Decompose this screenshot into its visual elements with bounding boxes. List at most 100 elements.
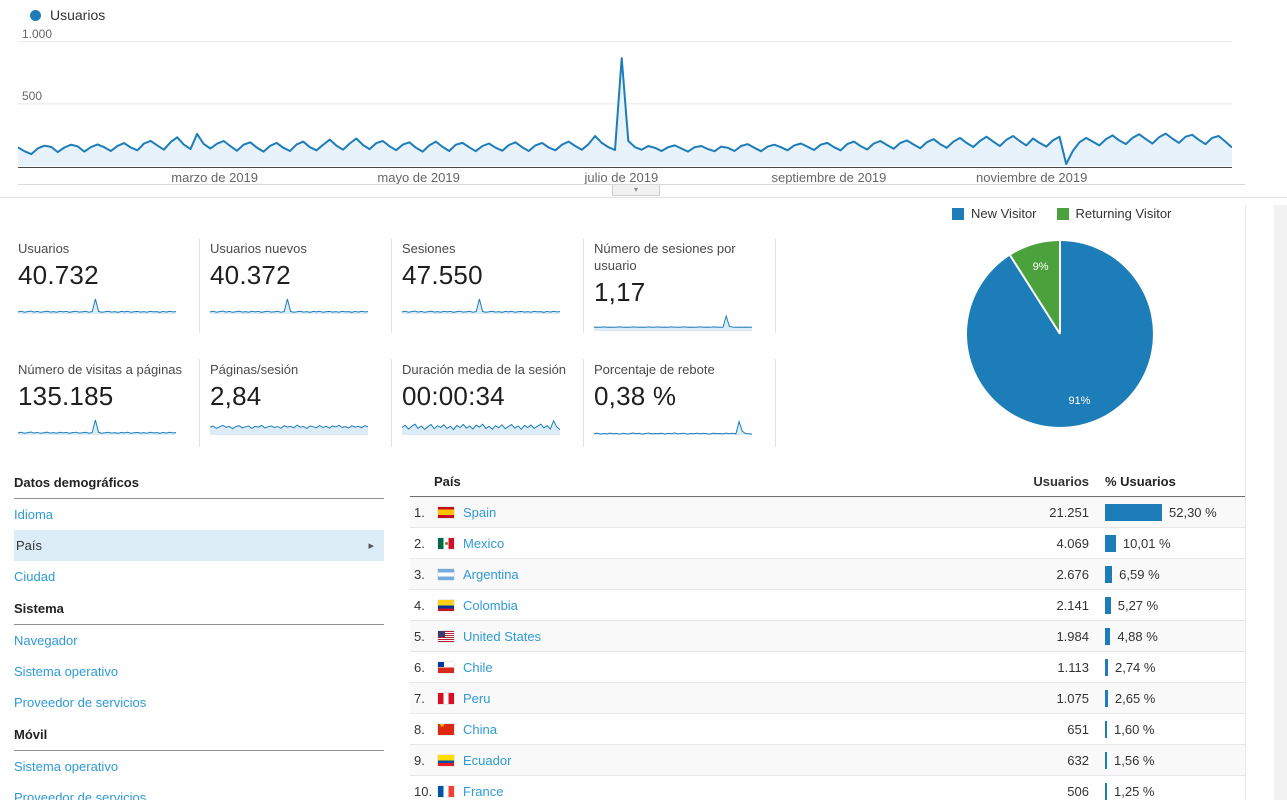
- country-link[interactable]: Colombia: [463, 597, 518, 613]
- sidebar-item-sistema-operativo[interactable]: Sistema operativo: [14, 751, 384, 782]
- country-link[interactable]: Peru: [463, 690, 491, 706]
- table-row: 6. Chile 1.113 2,74 %: [410, 652, 1245, 683]
- chart-collapse-handle[interactable]: ▾: [612, 185, 660, 196]
- table-row: 9. Ecuador 632 1,56 %: [410, 745, 1245, 776]
- cell-country: 10. France: [410, 784, 979, 799]
- section-divider: [0, 197, 1287, 198]
- metric-value: 40.372: [210, 260, 291, 290]
- legend-swatch-icon: [1056, 207, 1069, 220]
- sidebar-item-proveedor-de-servicios[interactable]: Proveedor de servicios: [14, 687, 384, 718]
- sidebar-item-navegador[interactable]: Navegador: [14, 625, 384, 656]
- sidebar-item-label: Sistema operativo: [14, 664, 119, 679]
- chart-bottom-divider: [18, 184, 1245, 185]
- pct-value: 1,25 %: [1114, 783, 1155, 799]
- pct-value: 1,60 %: [1114, 721, 1155, 737]
- sidebar-item-label: Proveedor de servicios: [14, 790, 147, 800]
- country-link[interactable]: Mexico: [463, 535, 505, 551]
- pct-bar: [1105, 782, 1107, 800]
- metric-label: Páginas/sesión: [210, 362, 299, 377]
- pct-bar: [1105, 658, 1108, 676]
- sidebar-item-sistema-operativo[interactable]: Sistema operativo: [14, 656, 384, 687]
- cell-country: 2. Mexico: [410, 536, 979, 551]
- metric-sparkline: [594, 314, 752, 331]
- metric-card-3: Sesiones 47.550: [392, 238, 584, 333]
- pct-value: 10,01 %: [1122, 535, 1171, 551]
- cell-country: 4. Colombia: [410, 598, 979, 613]
- pct-bar: [1105, 596, 1111, 614]
- country-link[interactable]: France: [463, 783, 504, 799]
- pie-legend-item-1: Returning Visitor: [1056, 206, 1171, 221]
- pie-legend-item-0: New Visitor: [952, 206, 1037, 221]
- slice-divider: [1059, 241, 1061, 334]
- metric-label: Usuarios: [18, 241, 70, 256]
- flag-icon-ecuador: [438, 754, 454, 766]
- metric-label: Sesiones: [402, 241, 456, 256]
- metric-value: 2,84: [210, 381, 262, 411]
- country-link[interactable]: Chile: [463, 659, 493, 675]
- country-table: País Usuarios % Usuarios 1. Spain 21.251 52…: [410, 466, 1245, 800]
- cell-users: 2.141: [1056, 597, 1089, 613]
- metric-label: Número de visitas a páginas: [18, 362, 183, 377]
- cell-users: 1.984: [1056, 628, 1089, 644]
- sidebar-section-header: Móvil: [14, 718, 384, 751]
- sidebar-item-proveedor-de-servicios[interactable]: Proveedor de servicios: [14, 782, 384, 800]
- pct-bar: [1105, 751, 1107, 769]
- country-link[interactable]: Argentina: [463, 566, 519, 582]
- scrollbar-track[interactable]: [1274, 205, 1287, 800]
- metric-card-1: Usuarios 40.732: [8, 238, 200, 333]
- country-link[interactable]: China: [463, 721, 497, 737]
- cell-users: 2.676: [1056, 566, 1089, 582]
- sidebar-item-label: Idioma: [14, 507, 54, 522]
- pct-bar: [1105, 565, 1113, 583]
- country-link[interactable]: United States: [463, 628, 542, 644]
- country-link[interactable]: Spain: [463, 504, 497, 520]
- pct-value: 4,88 %: [1117, 628, 1158, 644]
- cell-pct-users: 2,65 %: [1105, 689, 1245, 707]
- header-users: Usuarios: [1033, 474, 1089, 489]
- flag-icon-spain: [438, 506, 454, 518]
- report-dimension-sidebar: Datos demográficos Idioma País ▸ Ciudad Siste…: [14, 466, 384, 800]
- cell-country: 7. Peru: [410, 691, 979, 706]
- metric-value: 00:00:34: [402, 381, 505, 411]
- cell-users: 1.113: [1057, 659, 1089, 675]
- metric-sparkline: [594, 419, 752, 435]
- sidebar-item-idioma[interactable]: Idioma: [14, 499, 384, 530]
- pct-value: 2,74 %: [1114, 659, 1156, 675]
- pct-value: 1,56 %: [1114, 752, 1155, 768]
- users-timeline-chart: [17, 28, 1233, 168]
- chevron-right-icon: ▸: [368, 540, 374, 552]
- x-tick-label: marzo de 2019: [171, 170, 259, 185]
- flag-icon-peru: [438, 692, 454, 704]
- pie-legend: New Visitor Returning Visitor: [946, 206, 1246, 221]
- metric-label: Número de sesiones por usuario: [594, 241, 736, 273]
- table-row: 10. France 506 1,25 %: [410, 776, 1245, 800]
- metric-sparkline: [402, 419, 560, 435]
- cell-users: 651: [1067, 721, 1089, 737]
- flag-icon-china: [438, 723, 454, 735]
- cell-pct-users: 1,60 %: [1105, 720, 1245, 738]
- sidebar-item-label: Sistema operativo: [14, 759, 119, 774]
- cell-pct-users: 5,27 %: [1105, 596, 1245, 614]
- pct-bar: [1105, 534, 1116, 552]
- row-rank: 4.: [414, 597, 425, 613]
- flag-icon-colombia: [438, 599, 454, 611]
- flag-icon-chile: [438, 661, 454, 673]
- legend-swatch-icon: [952, 207, 964, 220]
- country-link[interactable]: Ecuador: [463, 752, 512, 768]
- sidebar-item-país[interactable]: País ▸: [14, 530, 384, 561]
- flag-icon-mexico: [438, 537, 454, 549]
- country-table-body: 1. Spain 21.251 52,30 % 2. Mexico 4.069 10,01 %…: [410, 497, 1245, 800]
- row-rank: 8.: [414, 721, 425, 737]
- cell-users: 4.069: [1056, 535, 1089, 551]
- sidebar-item-label: Navegador: [14, 633, 78, 648]
- pct-value: 5,27 %: [1117, 597, 1159, 613]
- metric-value: 135.185: [18, 381, 114, 411]
- metric-value: 1,17: [594, 277, 646, 307]
- cell-pct-users: 52,30 %: [1105, 503, 1245, 521]
- flag-icon-france: [438, 785, 454, 797]
- sidebar-item-ciudad[interactable]: Ciudad: [14, 561, 384, 592]
- metric-card-4: Número de sesiones por usuario 1,17: [584, 238, 776, 333]
- flag-icon-usa: [438, 630, 454, 642]
- table-row: 2. Mexico 4.069 10,01 %: [410, 528, 1245, 559]
